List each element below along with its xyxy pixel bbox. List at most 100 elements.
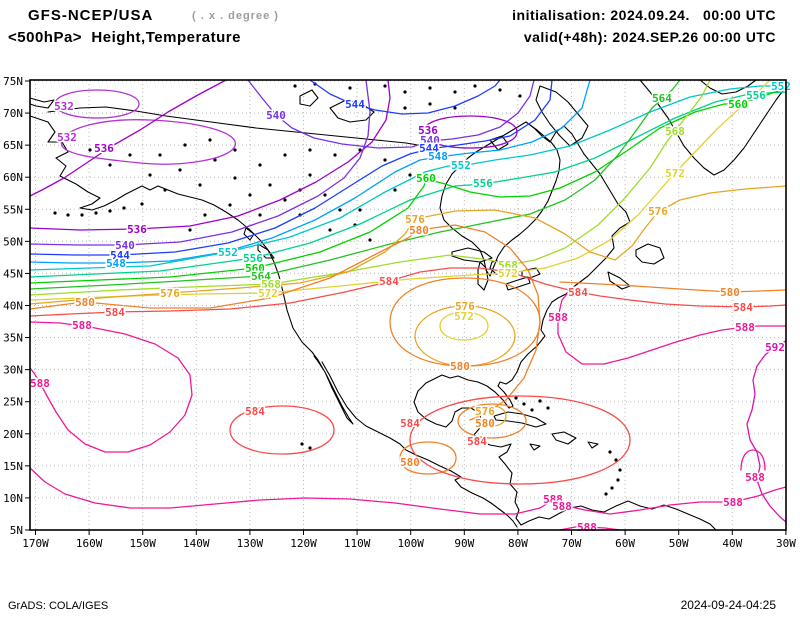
lon-tick-label: 150W xyxy=(129,537,156,550)
contour-label: 588 xyxy=(735,321,755,334)
lon-tick-label: 60W xyxy=(615,537,635,550)
lon-tick-label: 90W xyxy=(454,537,474,550)
contour-line xyxy=(29,467,787,515)
grads-credit: GrADS: COLA/IGES xyxy=(8,600,109,612)
contour-line xyxy=(29,267,787,317)
island-speck xyxy=(453,90,457,94)
contour-label: 560 xyxy=(728,98,748,111)
contour-label: 540 xyxy=(266,109,286,122)
island-speck xyxy=(53,211,57,215)
coastline-greenland xyxy=(639,79,787,176)
contour-label: 572 xyxy=(454,310,474,323)
contour-line xyxy=(457,403,527,439)
island-speck xyxy=(348,86,352,90)
island-speck xyxy=(300,442,304,446)
lon-tick-label: 110W xyxy=(344,537,371,550)
resolution-note: ( . x . degree ) xyxy=(192,10,279,22)
lon-tick-label: 120W xyxy=(290,537,317,550)
contour-label: 572 xyxy=(258,287,278,300)
contour-label: 540 xyxy=(115,239,135,252)
island-speck xyxy=(233,148,237,152)
plot-timestamp: 2024-09-24-04:25 xyxy=(680,598,776,612)
contour-line xyxy=(29,224,541,421)
island-speck xyxy=(248,193,252,197)
lat-tick-label: 30N xyxy=(3,364,23,377)
lon-tick-label: 70W xyxy=(562,537,582,550)
contour-line xyxy=(247,79,535,149)
contour-label: 536 xyxy=(127,223,147,236)
contour-label: 584 xyxy=(245,405,265,418)
height-contours xyxy=(29,79,787,531)
contour-label: 536 xyxy=(418,124,438,137)
contour-label: 536 xyxy=(94,142,114,155)
island-speck xyxy=(108,209,112,213)
contour-line xyxy=(29,79,681,290)
island-speck xyxy=(383,84,387,88)
lon-tick-label: 140W xyxy=(183,537,210,550)
island-baffin xyxy=(535,85,589,147)
contour-line xyxy=(559,526,621,531)
contour-line xyxy=(746,340,787,523)
island-speck xyxy=(393,188,397,192)
contour-label: 540 xyxy=(420,134,440,147)
lat-tick-label: 20N xyxy=(3,428,23,441)
lat-tick-label: 10N xyxy=(3,492,23,505)
island-speck xyxy=(258,213,262,217)
coastline-mexico-pacific xyxy=(321,361,518,528)
island-speck xyxy=(308,173,312,177)
lat-tick-label: 60N xyxy=(3,171,23,184)
contour-line xyxy=(409,395,631,485)
contour-line xyxy=(740,449,766,471)
contour-label: 576 xyxy=(160,287,180,300)
lat-tick-label: 55N xyxy=(3,203,23,216)
contour-label: 552 xyxy=(218,246,238,259)
contour-label: 544 xyxy=(110,249,130,262)
contour-label: 588 xyxy=(552,500,572,513)
coastline-alaska-westcoast xyxy=(29,115,354,425)
axis-ticks: 170W 160W 150W 140W 130W 120W 110W 100W 90W 80W 70… xyxy=(3,75,796,550)
contour-line xyxy=(557,287,787,365)
contour-line xyxy=(29,79,553,256)
lon-tick-label: 100W xyxy=(397,537,424,550)
contour-label: 580 xyxy=(720,286,740,299)
lon-tick-label: 170W xyxy=(22,537,49,550)
island-speck xyxy=(530,408,534,412)
contour-line xyxy=(389,277,541,367)
island-haida-gwaii xyxy=(243,227,255,241)
island-speck xyxy=(473,84,477,88)
coastline-labrador xyxy=(525,121,631,269)
island-speck xyxy=(610,486,614,490)
coastline-arctic xyxy=(47,106,431,148)
lat-tick-label: 40N xyxy=(3,299,23,312)
model-title: GFS-NCEP/USA xyxy=(28,7,154,24)
island-speck xyxy=(183,143,187,147)
lat-tick-label: 45N xyxy=(3,267,23,280)
contour-label: 572 xyxy=(498,267,518,280)
contour-label: 548 xyxy=(428,150,448,163)
contour-label: 552 xyxy=(451,159,471,172)
contour-line xyxy=(559,281,787,293)
island-newfoundland xyxy=(635,243,665,265)
lon-tick-label: 30W xyxy=(776,537,796,550)
island-nova-scotia xyxy=(607,271,631,290)
contour-line xyxy=(29,79,591,264)
island-hispaniola xyxy=(551,431,577,445)
island-speck xyxy=(163,188,167,192)
contour-label: 544 xyxy=(419,142,439,155)
contour-line xyxy=(29,321,193,453)
lat-tick-label: 25N xyxy=(3,396,23,409)
island-speck xyxy=(428,86,432,90)
contour-label: 588 xyxy=(72,319,92,332)
contour-label: 584 xyxy=(733,301,753,314)
small-islands-lakes xyxy=(53,82,622,496)
island-speck xyxy=(108,163,112,167)
island-speck xyxy=(66,213,70,217)
island-speck xyxy=(333,153,337,157)
island-vancouver xyxy=(257,243,275,259)
contour-line xyxy=(61,119,236,165)
contour-line xyxy=(29,79,371,246)
lat-tick-label: 50N xyxy=(3,235,23,248)
contour-label: 568 xyxy=(261,278,281,291)
island-speck xyxy=(188,228,192,232)
